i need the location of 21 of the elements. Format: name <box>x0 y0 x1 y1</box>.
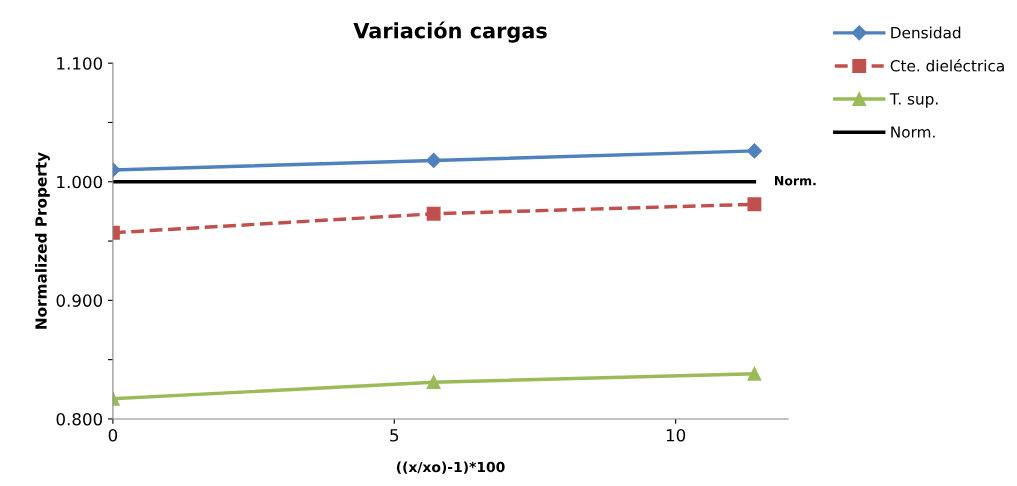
legend-label: T. sup. <box>889 93 938 108</box>
annotation: Norm. <box>775 176 816 186</box>
y-tick-label: 1.100 <box>57 57 103 70</box>
point <box>747 366 762 381</box>
chart-title: Variación cargas <box>353 21 547 43</box>
x-tick-label: 0 <box>108 428 118 442</box>
x-axis-title: ((x/xo)-1)*100 <box>396 461 505 474</box>
point <box>426 206 441 221</box>
point <box>426 152 442 168</box>
legend-label: Norm. <box>891 126 935 138</box>
y-tick-label: 1.000 <box>57 175 103 189</box>
legend-label: Densidad <box>891 26 961 39</box>
legend-label: Cte. dieléctrica <box>890 59 1004 72</box>
y-tick-label: 0.900 <box>56 294 103 307</box>
point <box>747 197 762 212</box>
x-tick-label: 10 <box>666 428 686 442</box>
x-tick-label: 5 <box>390 429 399 442</box>
y-tick-label: 0.800 <box>56 412 103 426</box>
point <box>426 375 441 390</box>
y-axis-title: Normalized Property <box>34 152 50 329</box>
point <box>746 143 762 159</box>
